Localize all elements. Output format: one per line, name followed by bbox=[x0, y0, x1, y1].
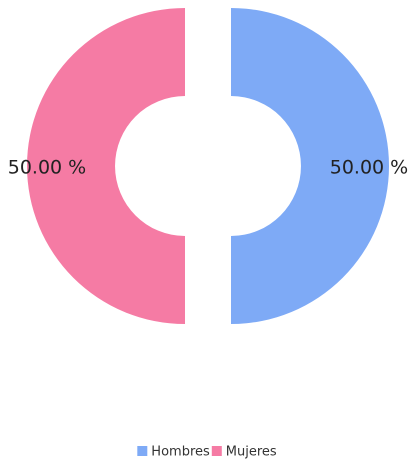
legend-swatch bbox=[211, 446, 222, 456]
legend-label: Mujeres bbox=[226, 445, 277, 460]
legend-label: Hombres bbox=[151, 445, 210, 460]
value-label: 50.00 % bbox=[330, 157, 409, 179]
slice bbox=[231, 8, 389, 324]
slice bbox=[27, 8, 185, 324]
value-label: 50.00 % bbox=[8, 157, 87, 179]
legend-swatch bbox=[137, 446, 148, 456]
legend: Hombres Mujeres bbox=[137, 445, 277, 460]
